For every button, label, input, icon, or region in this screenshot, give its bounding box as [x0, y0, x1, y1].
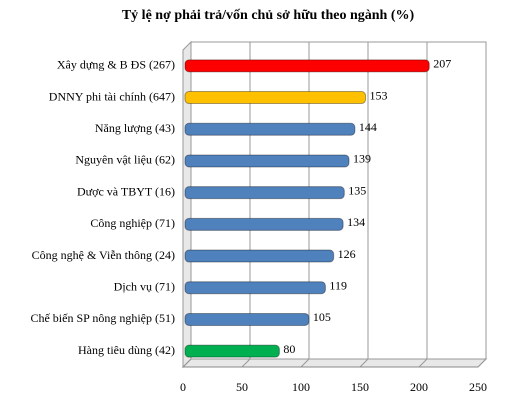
x-tick-label: 100	[292, 380, 310, 394]
y-tick-label: Công nghệ & Viễn thông (24)	[32, 248, 175, 262]
bar	[184, 186, 345, 200]
value-label: 119	[329, 279, 347, 293]
x-tick-label: 50	[236, 380, 248, 394]
grid-line	[477, 42, 487, 368]
value-label: 126	[338, 247, 356, 261]
bar	[184, 122, 356, 136]
value-label: 135	[348, 183, 366, 197]
value-label: 153	[370, 88, 388, 102]
grid-line	[182, 42, 192, 368]
chart-title: Tỷ lệ nợ phải trả/vốn chủ sở hữu theo ng…	[122, 8, 415, 23]
bar	[184, 154, 350, 168]
back-wall	[190, 41, 487, 360]
y-tick-label: Năng lượng (43)	[95, 121, 175, 135]
y-tick-label: Dịch vụ (71)	[114, 280, 175, 294]
value-label: 139	[353, 152, 371, 166]
bar	[184, 281, 326, 295]
value-label: 207	[433, 57, 451, 71]
value-label: 134	[347, 215, 365, 229]
y-tick-label: DNNY phi tài chính (647)	[49, 89, 175, 103]
bar	[184, 249, 335, 263]
y-tick-label: Nguyên vật liệu (62)	[75, 153, 175, 167]
bar	[184, 91, 367, 105]
bar	[184, 312, 310, 326]
bar	[184, 344, 280, 358]
y-tick-label: Chế biến SP nông nghiệp (51)	[30, 311, 175, 325]
bar	[184, 59, 430, 73]
value-label: 80	[283, 342, 295, 356]
x-tick-label: 250	[469, 380, 487, 394]
bar	[184, 217, 344, 231]
grid-line	[359, 42, 369, 368]
y-tick-label: Công nghiệp (71)	[90, 216, 175, 230]
x-tick-label: 0	[180, 380, 186, 394]
floor	[181, 358, 488, 368]
grid-line	[300, 42, 310, 368]
value-label: 105	[313, 310, 331, 324]
x-tick-label: 150	[351, 380, 369, 394]
value-label: 144	[359, 120, 377, 134]
y-tick-label: Dược và TBYT (16)	[77, 184, 175, 198]
grid-line	[241, 42, 251, 368]
y-tick-label: Hàng tiêu dùng (42)	[78, 343, 175, 357]
grid-line	[418, 42, 428, 368]
x-tick-label: 200	[410, 380, 428, 394]
y-tick-label: Xây dựng & B ĐS (267)	[57, 58, 175, 72]
